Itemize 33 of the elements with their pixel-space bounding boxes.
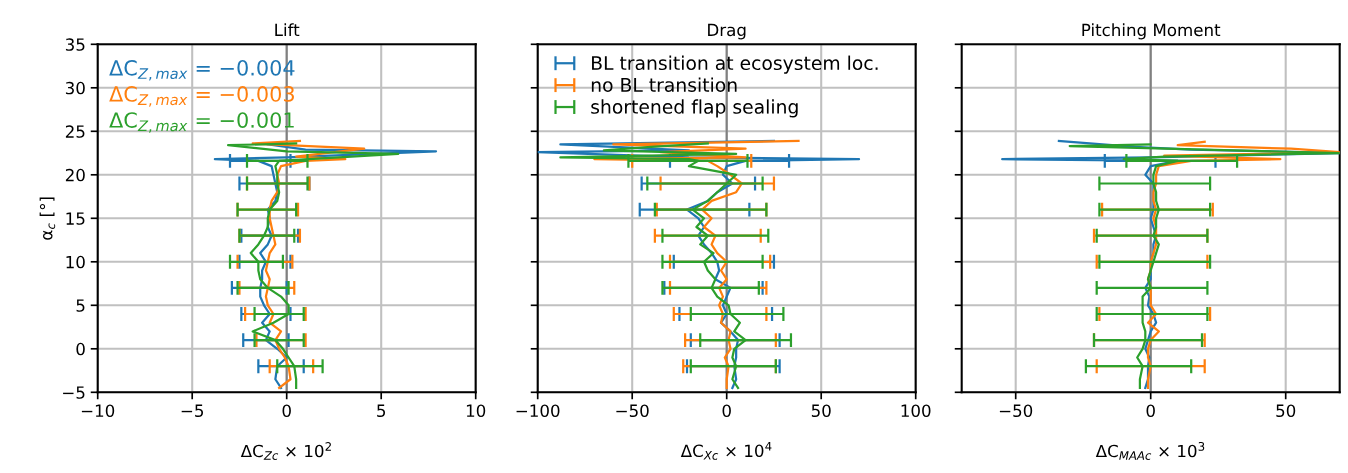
x-tick-label: −50 <box>999 404 1033 418</box>
x-axis-title: ΔC$_{Zc}$ × 10$^{2}$ <box>240 441 331 460</box>
annotation: ΔC$_{Z,max}$ = −0.003 <box>109 86 294 107</box>
y-tick-label: 10 <box>66 255 85 269</box>
legend-label: shortened flap sealing <box>591 99 798 118</box>
x-tick-label: 0 <box>722 404 731 418</box>
x-axis-title: ΔC$_{MAAc}$ × 10$^{3}$ <box>1095 441 1205 460</box>
y-tick-label: 0 <box>76 342 85 356</box>
y-tick-label: 20 <box>65 168 85 182</box>
x-tick-label: 5 <box>377 404 386 418</box>
x-tick-label: −50 <box>616 404 649 418</box>
x-tick-label: 0 <box>282 404 291 418</box>
x-tick-label: 100 <box>901 404 931 418</box>
x-tick-label: 0 <box>1146 404 1155 418</box>
chart-title: Pitching Moment <box>1082 23 1221 40</box>
x-tick-label: 10 <box>466 404 486 418</box>
y-tick-label: −5 <box>63 386 85 399</box>
legend-label: no BL transition <box>591 77 737 92</box>
chart-title: Lift <box>275 23 300 36</box>
y-tick-label: 25 <box>65 125 85 138</box>
chart-title: Drag <box>708 23 746 40</box>
legend-label: BL transition at ecosystem loc. <box>592 55 878 74</box>
y-tick-label: 5 <box>76 299 85 312</box>
y-tick-label: 30 <box>65 81 85 95</box>
x-tick-label: 50 <box>1276 404 1296 418</box>
x-tick-label: −100 <box>516 404 560 418</box>
y-tick-label: 15 <box>66 212 85 225</box>
x-tick-label: −10 <box>81 404 115 418</box>
y-tick-label: 35 <box>65 38 85 51</box>
x-tick-label: 50 <box>811 404 831 418</box>
y-axis-title: α$_{c}$ [°] <box>39 197 56 240</box>
x-tick-label: −5 <box>181 404 204 418</box>
x-axis-title: ΔC$_{Xc}$ × 10$^{4}$ <box>680 441 772 460</box>
